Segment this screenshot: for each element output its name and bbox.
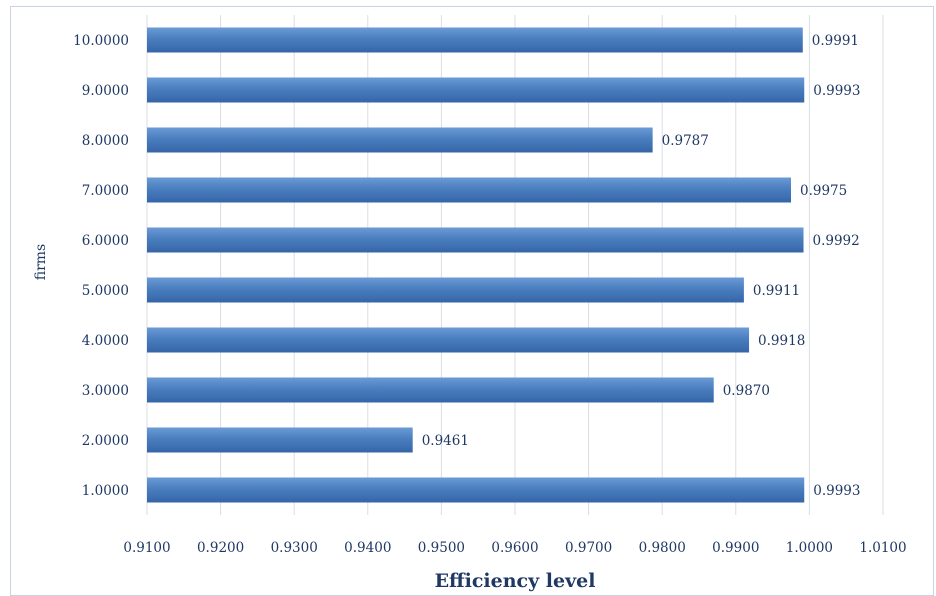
data-label: 0.9975 <box>800 183 847 199</box>
y-tick-label: 10.0000 <box>73 33 129 49</box>
y-axis-title: firms <box>33 244 49 281</box>
y-tick-label: 1.0000 <box>82 483 129 499</box>
data-labels: 0.9991 0.9993 0.9787 0.9975 0.9992 0.9911 0.99… <box>422 33 861 499</box>
x-tick-label: 0.9900 <box>712 540 759 556</box>
y-tick-label: 3.0000 <box>82 383 129 399</box>
bar <box>147 27 803 53</box>
x-tick-label: 1.0000 <box>786 540 833 556</box>
bars <box>147 27 805 503</box>
x-tick-label: 0.9800 <box>639 540 686 556</box>
data-label: 0.9787 <box>662 133 709 149</box>
x-tick-label: 0.9500 <box>418 540 465 556</box>
y-tick-label: 4.0000 <box>82 333 129 349</box>
bar <box>147 427 413 453</box>
bar <box>147 327 750 353</box>
y-axis-ticks: 10.0000 9.0000 8.0000 7.0000 6.0000 5.0000 4.0… <box>73 33 129 499</box>
x-axis-ticks: 0.9100 0.9200 0.9300 0.9400 0.9500 0.9600 0.97… <box>123 540 906 556</box>
y-tick-label: 5.0000 <box>82 283 129 299</box>
bar <box>147 277 744 303</box>
bar <box>147 477 805 503</box>
bar <box>147 177 791 203</box>
bar <box>147 377 714 403</box>
data-label: 0.9461 <box>422 433 469 449</box>
data-label: 0.9918 <box>758 333 805 349</box>
data-label: 0.9911 <box>753 283 800 299</box>
bar <box>147 127 653 153</box>
x-tick-label: 0.9600 <box>491 540 538 556</box>
y-tick-label: 6.0000 <box>82 233 129 249</box>
x-tick-label: 0.9100 <box>123 540 170 556</box>
y-tick-label: 7.0000 <box>82 183 129 199</box>
x-axis-title: Efficiency level <box>435 570 596 592</box>
y-tick-label: 2.0000 <box>82 433 129 449</box>
data-label: 0.9992 <box>813 233 860 249</box>
x-tick-label: 0.9300 <box>271 540 318 556</box>
x-tick-label: 0.9400 <box>344 540 391 556</box>
data-label: 0.9993 <box>813 83 860 99</box>
y-tick-label: 8.0000 <box>82 133 129 149</box>
x-tick-label: 0.9200 <box>197 540 244 556</box>
bar <box>147 227 804 253</box>
data-label: 0.9991 <box>812 33 859 49</box>
data-label: 0.9870 <box>723 383 770 399</box>
bar <box>147 77 805 103</box>
x-tick-label: 0.9700 <box>565 540 612 556</box>
y-tick-label: 9.0000 <box>82 83 129 99</box>
x-tick-label: 1.0100 <box>859 540 906 556</box>
data-label: 0.9993 <box>813 483 860 499</box>
